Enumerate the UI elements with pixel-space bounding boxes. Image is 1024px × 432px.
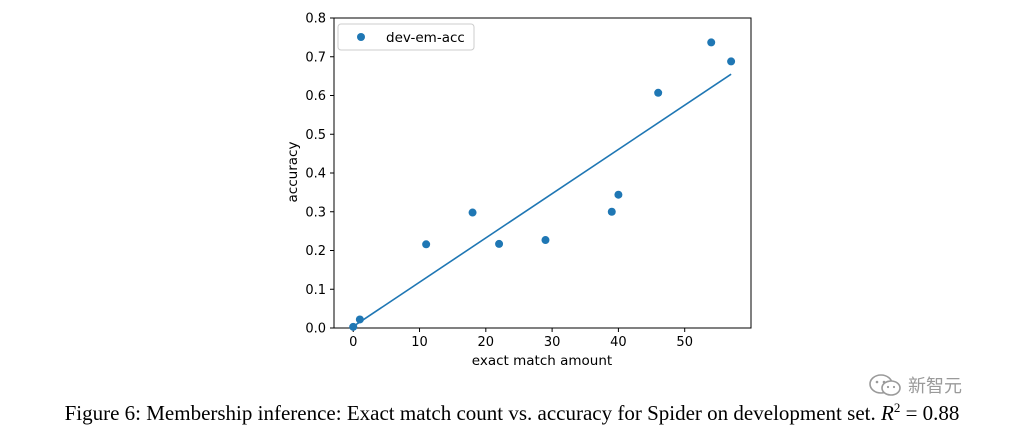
x-tick-label: 20 (478, 335, 495, 350)
y-tick-label: 0.4 (305, 167, 326, 182)
axes: 0 10 20 30 40 50 0.0 0.1 0.2 0.3 0.4 0.5 0.6 0.7 0.8 (305, 12, 752, 350)
x-axis-label: exact match amount (472, 353, 612, 369)
legend-label: dev-em-acc (386, 30, 465, 46)
caption-r-power: 2 (893, 400, 901, 415)
y-tick-label: 0.8 (305, 12, 326, 27)
data-point (349, 322, 358, 331)
caption-r-symbol: R (880, 401, 894, 425)
data-point (355, 315, 364, 324)
x-tick-label: 0 (349, 335, 357, 350)
data-point (614, 190, 623, 199)
fit-line-group (352, 73, 732, 328)
plot-frame (333, 17, 752, 329)
y-axis-label: accuracy (285, 142, 301, 203)
regression-line (352, 73, 732, 328)
data-point (541, 236, 550, 245)
data-points (349, 38, 736, 331)
data-point (654, 88, 663, 97)
watermark: 新智元 (868, 372, 962, 398)
x-tick-label: 10 (411, 335, 428, 350)
legend: dev-em-acc (337, 23, 475, 51)
legend-marker (357, 33, 365, 41)
scatter-plot: 0 10 20 30 40 50 0.0 0.1 0.2 0.3 0.4 0.5 0.6 0.7 0.8 d… (285, 12, 752, 369)
y-tick-label: 0.1 (305, 283, 326, 298)
data-point (495, 239, 504, 248)
legend-box (337, 23, 475, 51)
x-tick-label: 50 (676, 335, 693, 350)
data-point (727, 57, 736, 66)
x-tick-label: 40 (610, 335, 627, 350)
y-tick-label: 0.0 (305, 322, 326, 337)
y-tick-label: 0.5 (305, 128, 326, 143)
data-point (422, 240, 431, 249)
y-tick-label: 0.7 (305, 50, 326, 65)
figure-caption: Figure 6: Membership inference: Exact ma… (0, 400, 1024, 426)
y-tick-label: 0.3 (305, 205, 326, 220)
data-point (468, 208, 477, 217)
data-point (607, 207, 616, 216)
x-tick-label: 30 (544, 335, 561, 350)
wechat-icon (869, 374, 901, 396)
data-point (707, 38, 716, 47)
y-tick-label: 0.6 (305, 89, 326, 104)
caption-text: Figure 6: Membership inference: Exact ma… (64, 401, 881, 425)
caption-r-value: = 0.88 (900, 401, 960, 425)
watermark-text: 新智元 (908, 376, 962, 397)
y-tick-label: 0.2 (305, 244, 326, 259)
